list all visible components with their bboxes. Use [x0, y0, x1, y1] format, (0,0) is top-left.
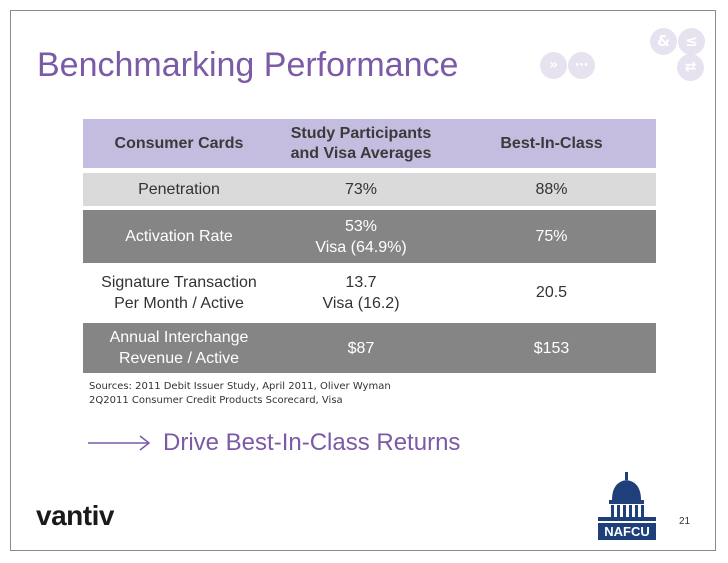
header-best-in-class: Best-In-Class [500, 134, 603, 152]
source-line: Sources: 2011 Debit Issuer Study, April … [89, 381, 391, 392]
row-participants-value: $87 [275, 338, 447, 359]
table-row: Penetration 73% 88% [83, 173, 656, 206]
table-row: Annual Interchange Revenue / Active $87 … [83, 323, 656, 373]
participants-line: 53% [344, 217, 378, 235]
row-best-value: $153 [533, 339, 570, 357]
row-best-value: 88% [535, 181, 568, 198]
row-label-line: Penetration [138, 181, 220, 198]
ampersand-icon: & [650, 28, 677, 55]
source-line: 2Q2011 Consumer Credit Products Scorecar… [89, 395, 343, 406]
row-participants-value: 13.7 Visa (16.2) [275, 272, 447, 314]
row-label: Penetration [83, 179, 275, 200]
nafcu-logo: NAFCU [598, 472, 656, 540]
participants-line: Visa (64.9%) [315, 238, 407, 256]
sources-note: Sources: 2011 Debit Issuer Study, April … [89, 380, 391, 408]
header-study-participants: Study Participants and Visa Averages [275, 124, 447, 164]
table-row: Signature Transaction Per Month / Active… [83, 266, 656, 319]
row-label-line: Annual Interchange [109, 329, 249, 346]
participants-line: 13.7 [345, 273, 377, 291]
share-icon: ⋯ [568, 52, 595, 79]
table-header-row: Consumer Cards Study Participants and Vi… [83, 119, 656, 168]
double-chevron-icon: » [540, 52, 567, 79]
row-label-line: Revenue / Active [118, 350, 240, 367]
participants-line: Visa (16.2) [322, 294, 400, 312]
row-participants-value: 73% [275, 179, 447, 200]
header-consumer-cards: Consumer Cards [114, 134, 244, 152]
swap-arrows-icon: ⇄ [677, 54, 704, 81]
row-label: Annual Interchange Revenue / Active [83, 327, 275, 369]
header-study-participants-line1: Study Participants [290, 124, 432, 142]
row-label: Activation Rate [83, 226, 275, 247]
row-label-line: Signature Transaction [101, 273, 257, 291]
slide-title: Benchmarking Performance [37, 46, 459, 84]
nafcu-logo-text: NAFCU [604, 524, 650, 539]
header-study-participants-line2: and Visa Averages [290, 144, 432, 162]
row-participants-value: 53% Visa (64.9%) [275, 216, 447, 258]
long-arrow-icon [88, 435, 151, 451]
less-equal-icon: ≤ [678, 28, 705, 55]
participants-line: $87 [347, 339, 375, 357]
participants-line: 73% [344, 181, 378, 198]
row-label: Signature Transaction Per Month / Active [83, 272, 275, 314]
callout-text: Drive Best-In-Class Returns [163, 429, 461, 456]
page-number: 21 [679, 516, 691, 527]
row-best-value: 75% [535, 228, 568, 245]
row-best-value: 20.5 [535, 284, 568, 301]
vantiv-logo: vantiv [36, 500, 114, 531]
row-label-line: Activation Rate [125, 228, 233, 245]
row-label-line: Per Month / Active [114, 294, 244, 312]
table-row: Activation Rate 53% Visa (64.9%) 75% [83, 210, 656, 263]
